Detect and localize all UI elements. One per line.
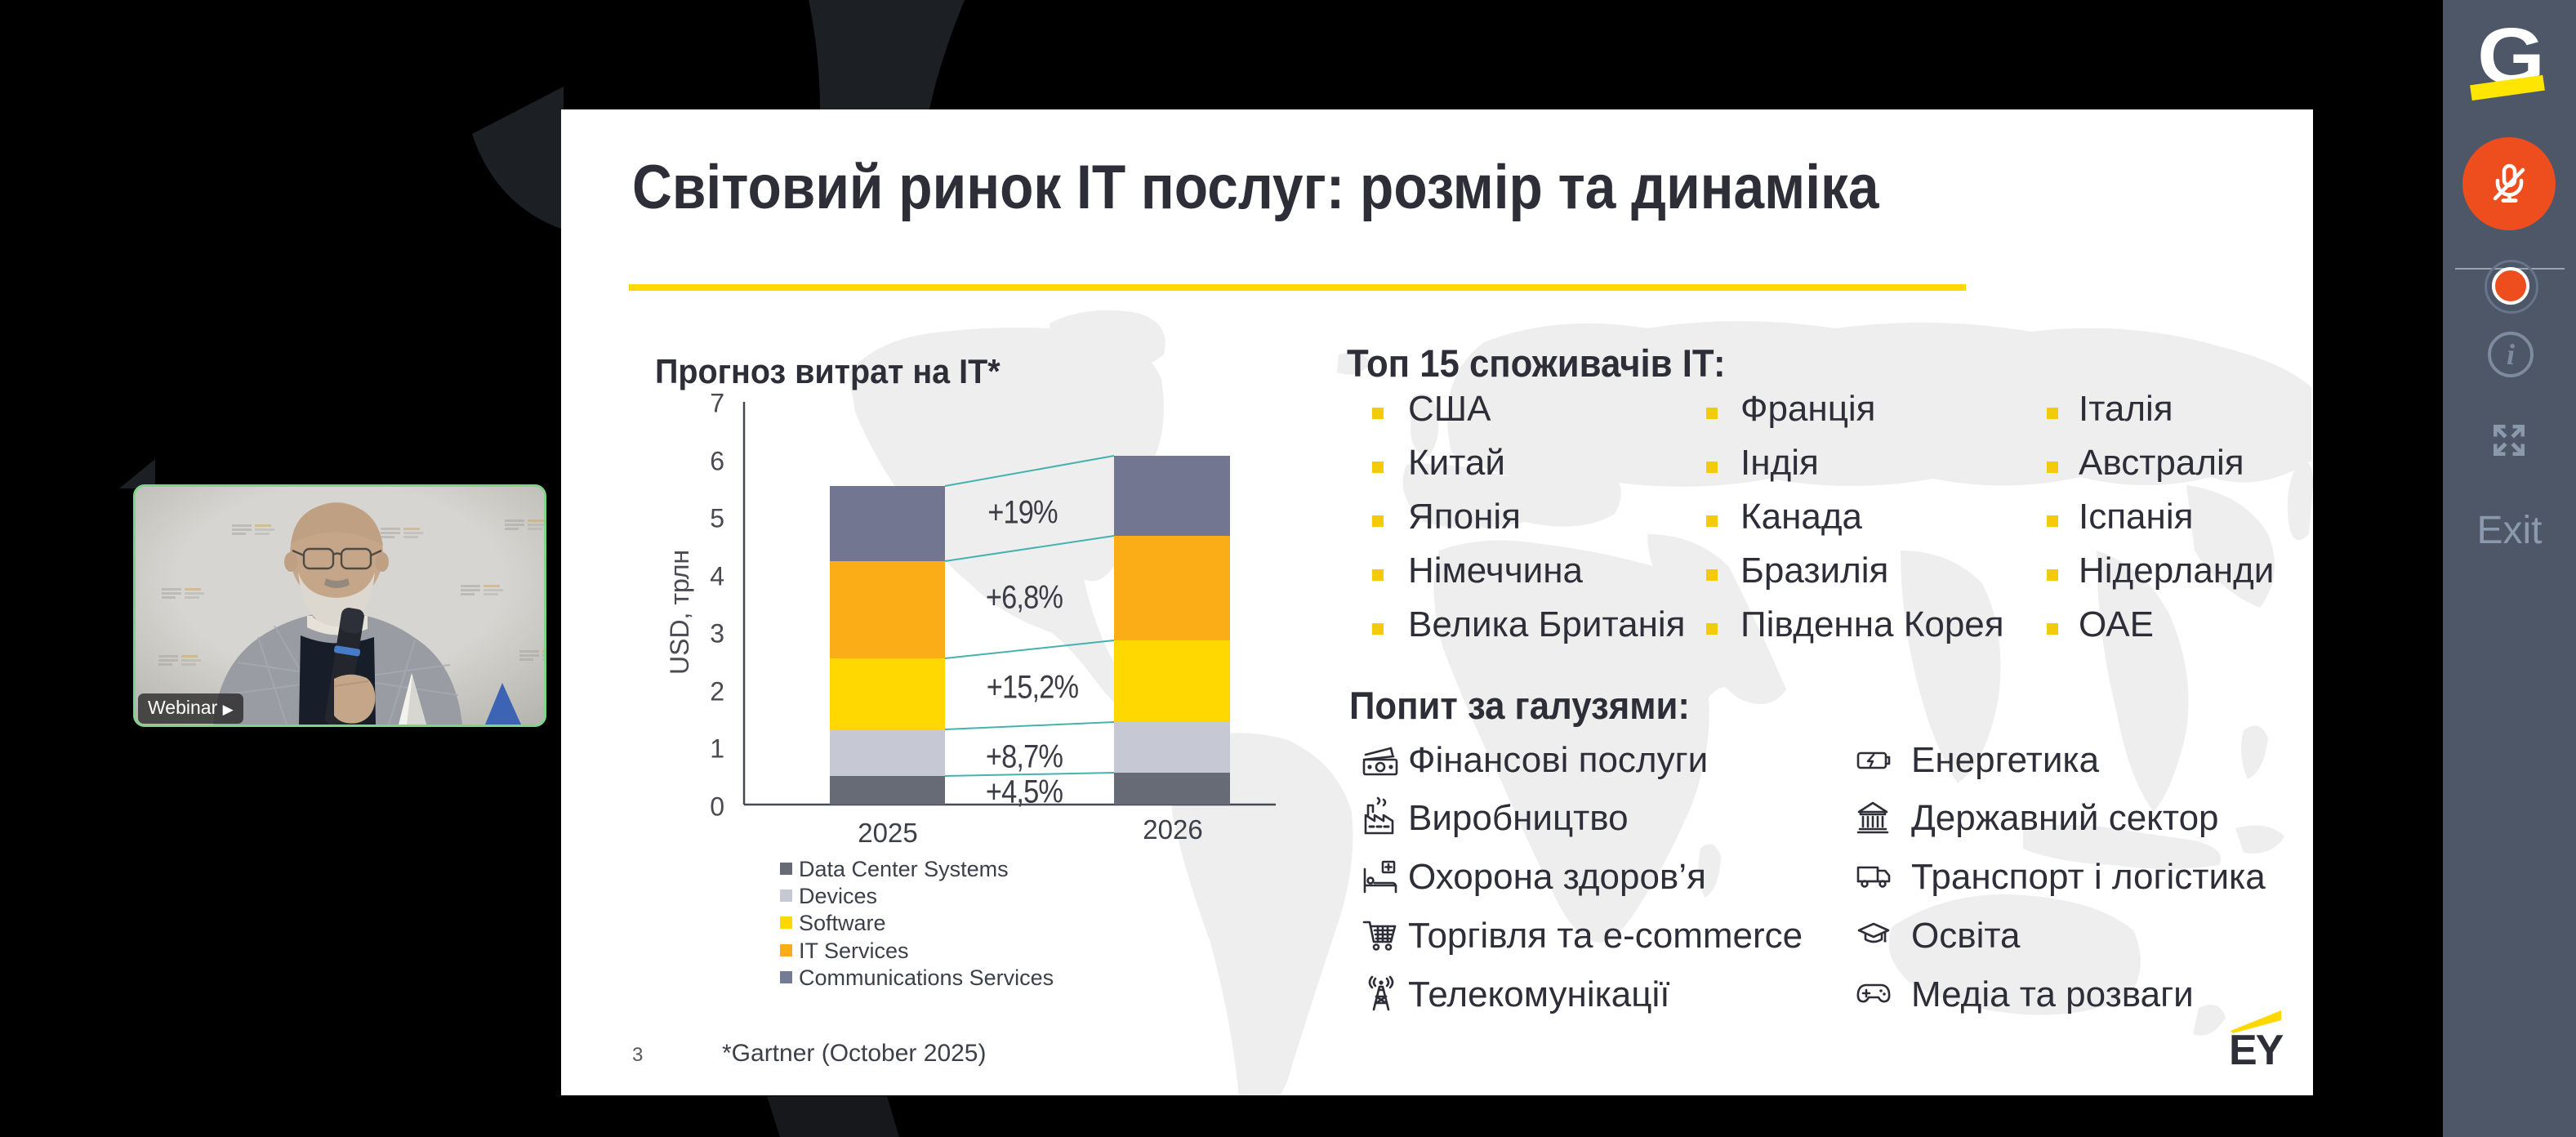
svg-text:EY: EY xyxy=(2229,1027,2284,1074)
